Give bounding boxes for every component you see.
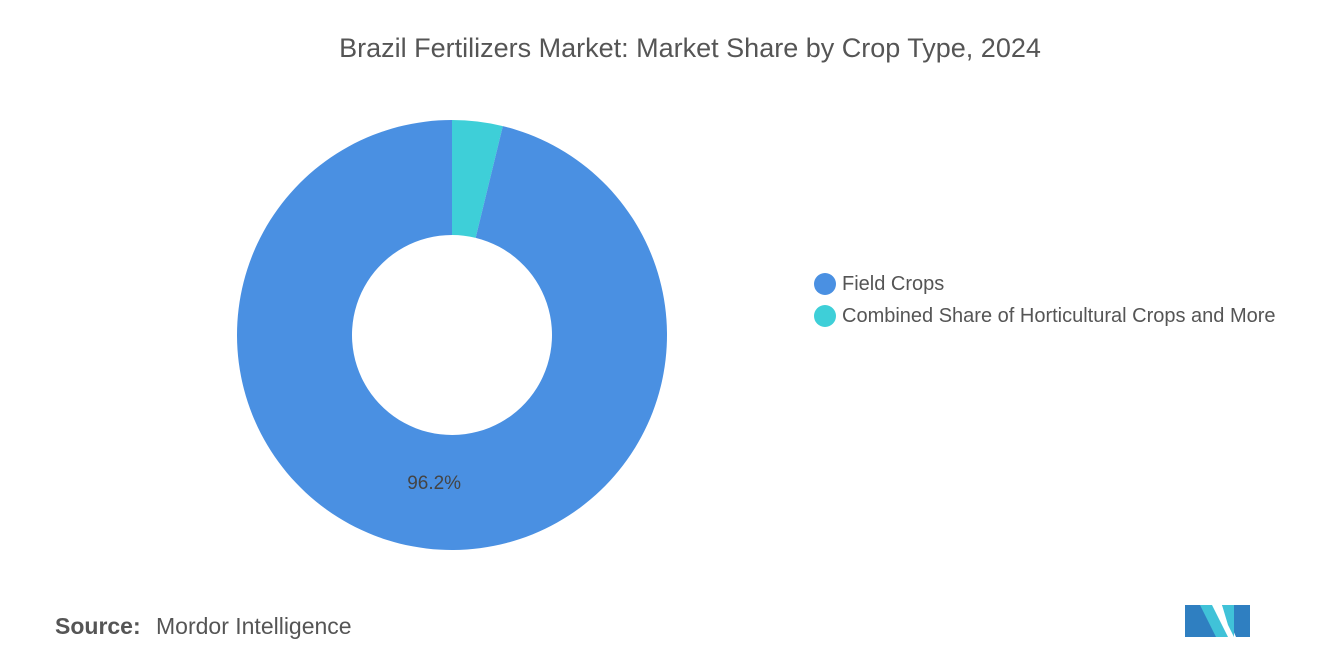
legend-marker [814, 305, 836, 327]
slice [237, 120, 667, 550]
chart-title: Brazil Fertilizers Market: Market Share … [339, 33, 1041, 63]
slice [452, 120, 503, 238]
legend-item: Field Crops [814, 270, 1284, 298]
source: Mordor Intelligence [156, 613, 352, 639]
logo [1185, 605, 1250, 637]
legend-label: Field Crops [842, 273, 945, 295]
source-label: Source: [55, 613, 141, 639]
legend-marker [814, 273, 836, 295]
value-label: 96.2% [407, 473, 461, 494]
logo-part [1185, 605, 1218, 637]
donut [237, 120, 667, 550]
logo-part [1200, 605, 1228, 637]
legend-item: Combined Share of Horticultural Crops an… [814, 302, 1284, 330]
legend-label: Combined Share of Horticultural Crops an… [842, 305, 1276, 327]
logo-part [1222, 605, 1234, 637]
